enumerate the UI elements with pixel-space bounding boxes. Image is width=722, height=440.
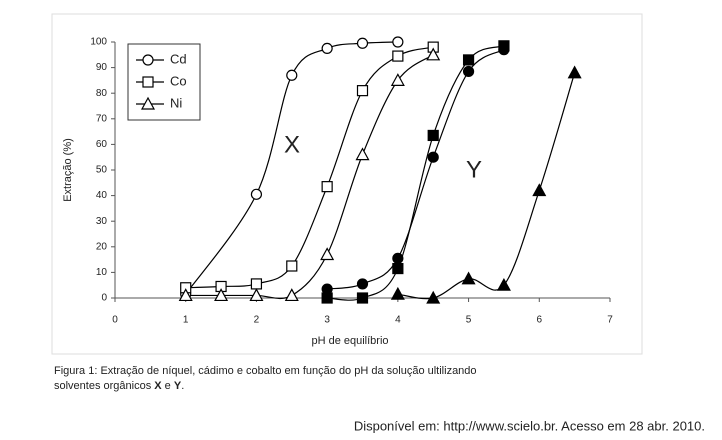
marker: [178, 288, 193, 302]
marker: [462, 65, 475, 78]
y-tick-label: 20: [96, 241, 108, 252]
annotation: X: [284, 131, 300, 158]
marker: [427, 129, 439, 142]
marker: [250, 188, 263, 200]
y-tick-label: 80: [96, 88, 108, 99]
x-tick-label: 1: [183, 315, 189, 326]
y-tick-label: 60: [96, 139, 108, 150]
x-tick-label: 0: [112, 315, 118, 326]
marker: [356, 37, 369, 49]
y-tick-label: 0: [101, 293, 107, 304]
marker: [355, 147, 370, 161]
marker: [321, 292, 333, 304]
y-tick-label: 70: [96, 113, 108, 124]
caption-part: solventes orgânicos: [54, 380, 154, 392]
marker: [390, 73, 405, 87]
x-tick-label: 3: [324, 315, 330, 326]
legend-label: Cd: [170, 51, 187, 66]
caption-part: Y: [174, 380, 182, 392]
marker: [249, 288, 264, 302]
y-tick-label: 10: [96, 267, 108, 278]
marker: [321, 42, 333, 55]
x-tick-label: 2: [254, 315, 260, 326]
marker: [320, 247, 335, 261]
legend-label: Ni: [170, 95, 182, 110]
marker: [284, 288, 299, 302]
y-tick-label: 90: [96, 62, 108, 73]
marker: [532, 183, 547, 197]
marker: [286, 260, 298, 272]
marker: [496, 277, 511, 291]
marker: [356, 292, 369, 304]
marker: [462, 54, 475, 66]
x-tick-label: 5: [466, 315, 472, 326]
legend-marker: [142, 76, 154, 88]
caption-part: X: [154, 380, 162, 392]
series-line: [397, 72, 576, 300]
marker: [392, 36, 404, 48]
annotation: Y: [466, 156, 482, 183]
marker: [286, 69, 298, 81]
y-tick-label: 50: [96, 165, 108, 176]
marker: [356, 85, 369, 97]
x-tick-label: 7: [607, 315, 613, 326]
caption: solventes orgânicos X e Y.: [54, 380, 184, 392]
figure-frame: [51, 13, 643, 355]
marker: [426, 290, 441, 304]
series-line: [185, 46, 434, 289]
marker: [250, 278, 263, 290]
y-tick-label: 30: [96, 216, 108, 227]
y-axis-label: Extração (%): [62, 138, 74, 202]
marker: [390, 286, 405, 300]
legend-marker: [142, 54, 154, 66]
caption: Figura 1: Extração de níquel, cádimo e c…: [54, 365, 477, 377]
marker: [461, 271, 476, 285]
x-tick-label: 6: [537, 315, 543, 326]
caption-part: .: [181, 380, 184, 392]
legend-label: Co: [170, 73, 187, 88]
legend-marker: [140, 96, 156, 110]
marker: [392, 50, 404, 62]
marker: [356, 278, 369, 290]
marker: [214, 288, 229, 302]
marker: [426, 47, 441, 61]
x-tick-label: 4: [395, 315, 401, 326]
marker: [321, 181, 333, 193]
marker: [498, 40, 510, 52]
marker: [392, 262, 404, 275]
y-tick-label: 100: [90, 37, 107, 48]
marker: [567, 65, 582, 79]
marker: [427, 151, 439, 163]
source: Disponível em: http://www.scielo.br. Ace…: [354, 418, 705, 433]
caption-part: e: [162, 380, 174, 392]
series-line: [185, 54, 434, 300]
marker: [392, 252, 404, 264]
y-tick-label: 40: [96, 190, 108, 201]
x-axis-label: pH de equilíbrio: [311, 335, 388, 347]
